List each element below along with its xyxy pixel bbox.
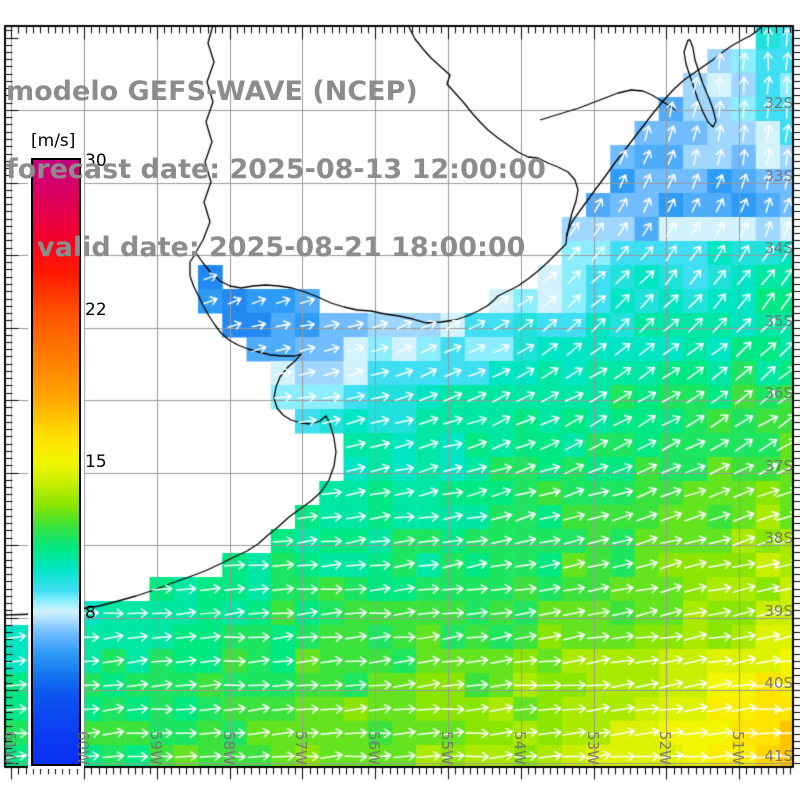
lon-tick-label-55W: 55W bbox=[438, 731, 456, 765]
lat-tick-label-35S: 35S bbox=[764, 311, 793, 330]
lon-tick-label-60W: 60W bbox=[74, 731, 92, 765]
lat-tick-label-41S: 41S bbox=[764, 746, 793, 765]
lon-tick-label-58W: 58W bbox=[219, 731, 238, 765]
forecast-date-line: forecast date: 2025-08-13 12:00:00 bbox=[6, 154, 546, 185]
lon-tick-label-57W: 57W bbox=[292, 731, 311, 765]
lat-tick-label-34S: 34S bbox=[764, 239, 793, 257]
lon-tick-label-52W: 52W bbox=[656, 731, 675, 765]
valid-date-line: valid date: 2025-08-21 18:00:00 bbox=[37, 232, 526, 263]
lat-tick-label-39S: 39S bbox=[764, 601, 793, 620]
lat-tick-label-40S: 40S bbox=[764, 674, 793, 692]
lat-tick-label-38S: 38S bbox=[764, 529, 793, 547]
colorbar-tick-22: 22 bbox=[85, 300, 107, 320]
lon-tick-label-51W: 51W bbox=[729, 731, 748, 765]
lon-tick-label-54W: 54W bbox=[510, 731, 529, 765]
model-name-title: modelo GEFS-WAVE (NCEP) bbox=[6, 76, 418, 107]
colorbar-unit-label: [m/s] bbox=[31, 131, 76, 151]
lon-tick-label-59W: 59W bbox=[146, 731, 165, 765]
colorbar-tick-15: 15 bbox=[85, 452, 107, 472]
lat-tick-label-32S: 32S bbox=[764, 94, 793, 112]
lat-tick-label-33S: 33S bbox=[764, 166, 793, 185]
lon-tick-label-56W: 56W bbox=[365, 731, 384, 765]
colorbar-tick-8: 8 bbox=[85, 603, 96, 623]
plot-title-block: modelo GEFS-WAVE (NCEP) forecast date: 2… bbox=[6, 27, 546, 313]
lat-tick-label-36S: 36S bbox=[764, 384, 793, 402]
colorbar-gradient bbox=[31, 158, 81, 766]
lon-tick-label-61W: 61W bbox=[1, 731, 20, 765]
lat-tick-label-37S: 37S bbox=[764, 456, 793, 475]
colorbar-tick-30: 30 bbox=[85, 151, 107, 171]
lon-tick-label-53W: 53W bbox=[583, 731, 602, 765]
